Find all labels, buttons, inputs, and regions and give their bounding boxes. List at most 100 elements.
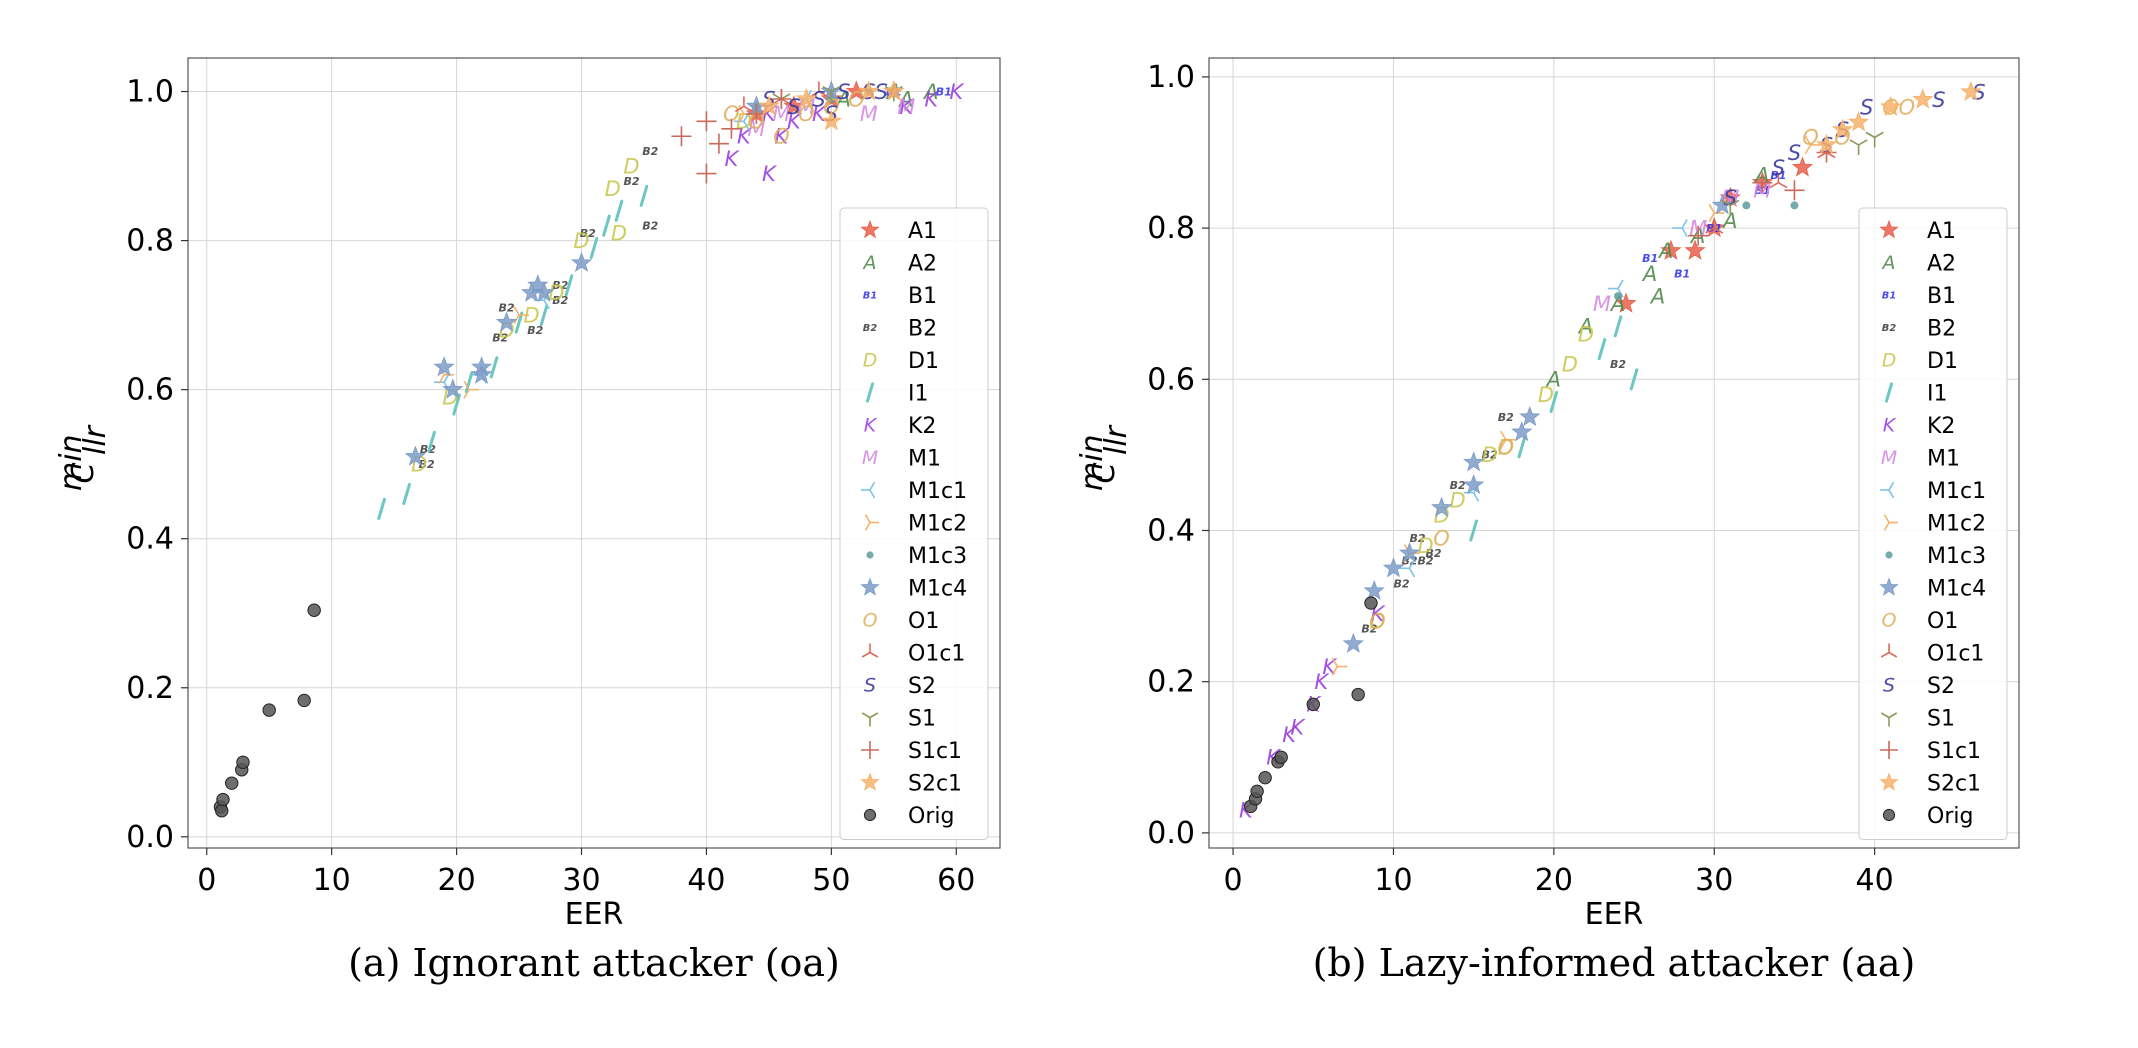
svg-text:K: K bbox=[774, 125, 790, 149]
point-s1 bbox=[822, 85, 841, 102]
point-i1 bbox=[427, 430, 436, 453]
x-tick-label: 0 bbox=[197, 863, 216, 898]
svg-text:B2: B2 bbox=[1418, 555, 1434, 568]
point-s2c1 bbox=[758, 95, 780, 116]
point-i1 bbox=[514, 311, 524, 334]
svg-text:O: O bbox=[1433, 526, 1450, 550]
svg-text:K: K bbox=[864, 415, 878, 437]
svg-text:K: K bbox=[762, 162, 778, 186]
svg-text:D: D bbox=[1882, 350, 1897, 372]
svg-text:M: M bbox=[1881, 447, 1897, 469]
point-b1: B1 bbox=[1674, 267, 1690, 280]
point-m1c2 bbox=[1331, 657, 1348, 676]
svg-text:B2: B2 bbox=[623, 175, 639, 188]
point-d1: D bbox=[1498, 436, 1514, 460]
svg-text:B1: B1 bbox=[863, 290, 877, 301]
point-b2: B2 bbox=[1450, 479, 1466, 492]
legend-marker-m1c3 bbox=[1885, 551, 1893, 559]
point-a1 bbox=[1684, 239, 1706, 260]
point-m1c4 bbox=[433, 356, 455, 377]
legend-item-orig: Orig bbox=[1882, 804, 1973, 829]
legend-marker-d1: D bbox=[1882, 350, 1897, 372]
point-d1: D bbox=[1369, 610, 1385, 634]
svg-text:O: O bbox=[1802, 126, 1819, 150]
point-m1c2 bbox=[1500, 430, 1516, 449]
legend-marker-m1: M bbox=[862, 447, 878, 469]
point-k2: K bbox=[1290, 715, 1306, 739]
point-o1: O bbox=[1898, 95, 1915, 119]
point-s2c1 bbox=[858, 80, 880, 101]
x-tick-label: 20 bbox=[437, 863, 475, 898]
legend-marker-s2c1 bbox=[860, 772, 880, 791]
point-a1 bbox=[1791, 156, 1814, 177]
point-m1c4 bbox=[1463, 473, 1485, 495]
legend-label: B1 bbox=[1927, 284, 1956, 309]
point-i1 bbox=[602, 214, 611, 237]
legend-item-m1c2: M1c2 bbox=[1883, 512, 1986, 537]
point-orig bbox=[1351, 687, 1365, 702]
legend-item-a1: A1 bbox=[1879, 219, 1956, 244]
svg-text:B2: B2 bbox=[580, 227, 596, 240]
point-s2c1 bbox=[795, 87, 817, 109]
point-i1 bbox=[1549, 390, 1559, 413]
legend-item-b1: B1 B1 bbox=[863, 284, 937, 309]
series-s2c1 bbox=[1815, 80, 1982, 154]
legend-label: M1c1 bbox=[1927, 479, 1986, 504]
legend-item-d1: D D1 bbox=[863, 349, 939, 374]
svg-text:B2: B2 bbox=[1426, 547, 1442, 560]
point-s1 bbox=[1721, 199, 1740, 216]
legend-label: O1c1 bbox=[908, 642, 965, 667]
point-k2: K bbox=[924, 87, 940, 111]
point-k2: K bbox=[1322, 655, 1338, 679]
svg-text:B2: B2 bbox=[552, 279, 568, 292]
svg-text:B2: B2 bbox=[642, 145, 658, 158]
point-a2: A bbox=[835, 87, 851, 111]
point-o1c1 bbox=[734, 96, 753, 113]
y-tick-label: 0.6 bbox=[1147, 362, 1195, 397]
point-s1c1 bbox=[671, 126, 692, 147]
y-axis-label-b: C min llr bbox=[1075, 424, 1134, 491]
point-orig bbox=[1250, 784, 1264, 799]
svg-text:K: K bbox=[1883, 415, 1897, 437]
point-orig bbox=[1258, 770, 1272, 785]
legend-marker-b1: B1 bbox=[1882, 290, 1896, 301]
point-b2: B2 bbox=[642, 220, 658, 233]
point-m1c4 bbox=[1511, 421, 1533, 442]
data-marks-a: AAAAB1B1B2B2B2B2B2B2B2B2B2B2B2DDDDDDDDDD… bbox=[213, 80, 965, 818]
point-a1 bbox=[1615, 292, 1637, 313]
series-orig bbox=[1244, 596, 1378, 814]
legend-marker-m1c1 bbox=[1880, 481, 1895, 499]
legend-item-orig: Orig bbox=[863, 804, 954, 829]
point-m1c3 bbox=[1614, 292, 1623, 301]
point-m1c4 bbox=[442, 378, 464, 399]
svg-text:K: K bbox=[949, 80, 965, 104]
point-d1: D bbox=[573, 229, 589, 253]
svg-text:S: S bbox=[1932, 88, 1945, 112]
svg-text:S: S bbox=[875, 80, 888, 104]
point-a2: A bbox=[1649, 284, 1665, 308]
series-s1c1 bbox=[671, 88, 792, 184]
point-s2c1 bbox=[1848, 111, 1870, 132]
legend-item-m1c1: M1c1 bbox=[1880, 479, 1986, 504]
point-d1: D bbox=[523, 303, 539, 327]
panel-a: AAAAB1B1B2B2B2B2B2B2B2B2B2B2B2DDDDDDDDDD… bbox=[54, 57, 1001, 985]
series-s2c1 bbox=[758, 80, 905, 131]
point-i1 bbox=[564, 274, 574, 297]
svg-text:D: D bbox=[573, 229, 589, 253]
legend-box bbox=[839, 207, 989, 840]
point-b2: B2 bbox=[552, 294, 568, 307]
point-s1c1 bbox=[1784, 180, 1805, 201]
legend-label: Orig bbox=[908, 804, 954, 829]
legend-marker-a1 bbox=[1879, 219, 1899, 239]
point-o1: O bbox=[1802, 126, 1819, 150]
legend-marker-m1c2 bbox=[864, 514, 879, 531]
x-tick-label: 40 bbox=[1856, 863, 1894, 898]
svg-text:S: S bbox=[1788, 141, 1801, 165]
legend-label: S1 bbox=[908, 707, 936, 732]
point-o1: O bbox=[773, 125, 790, 149]
svg-text:S: S bbox=[837, 80, 850, 104]
data-marks-b: AAAAAAAAAB1B1B1B1B1B2B2B2B2B2B2B2B2B2B2D… bbox=[1239, 80, 1986, 822]
panel-b: AAAAAAAAAB1B1B1B1B1B2B2B2B2B2B2B2B2B2B2D… bbox=[1075, 57, 2020, 985]
